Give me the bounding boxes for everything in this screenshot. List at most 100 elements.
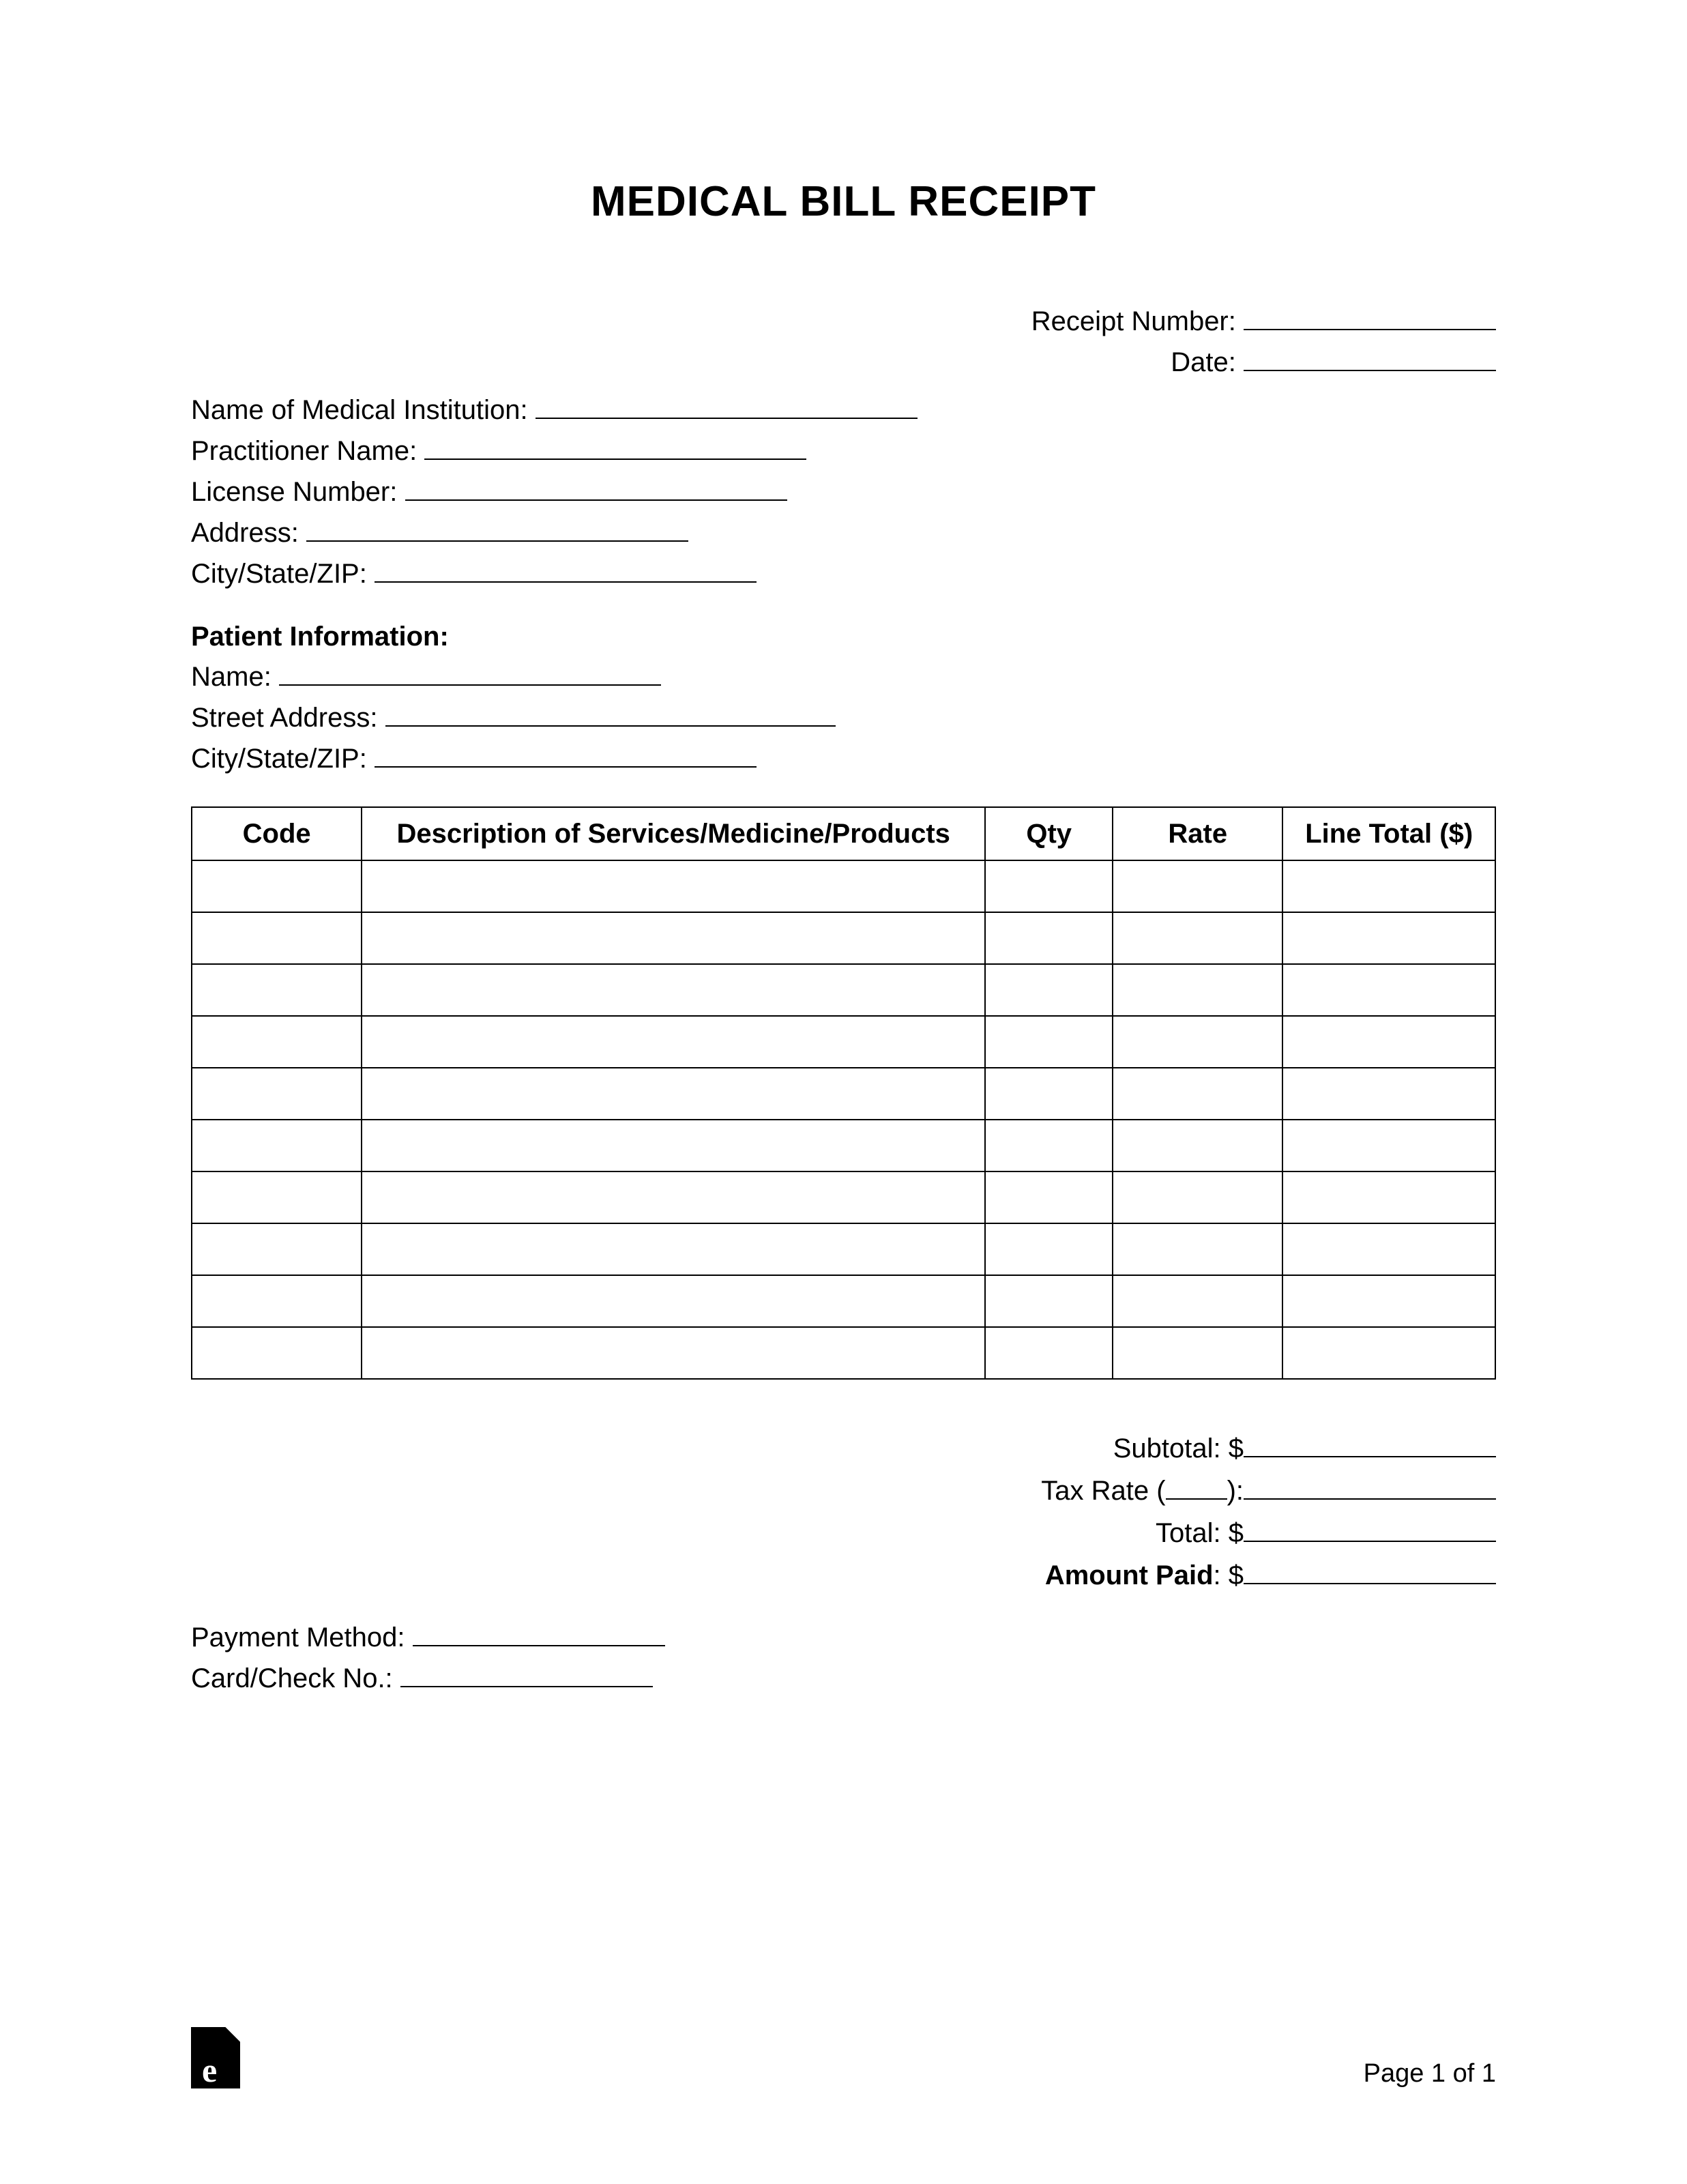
table-cell[interactable] xyxy=(362,1171,985,1223)
total-field[interactable] xyxy=(1244,1513,1496,1542)
table-header-row: Code Description of Services/Medicine/Pr… xyxy=(192,807,1495,860)
totals-block: Subtotal: $ Tax Rate (): Total: $ Amount… xyxy=(191,1427,1496,1597)
address-label: Address: xyxy=(191,518,299,548)
table-cell[interactable] xyxy=(985,912,1113,964)
table-cell[interactable] xyxy=(985,860,1113,912)
table-cell[interactable] xyxy=(1282,912,1495,964)
amount-paid-label: Amount Paid xyxy=(1045,1560,1214,1590)
patient-csz-field[interactable] xyxy=(375,739,757,768)
table-cell[interactable] xyxy=(1113,1016,1282,1068)
table-cell[interactable] xyxy=(192,912,362,964)
institution-name-row: Name of Medical Institution: xyxy=(191,390,1496,431)
table-cell[interactable] xyxy=(1282,1275,1495,1327)
payment-method-label: Payment Method: xyxy=(191,1622,405,1652)
tax-rate-row: Tax Rate (): xyxy=(191,1470,1496,1512)
amount-paid-field[interactable] xyxy=(1244,1556,1496,1584)
table-cell[interactable] xyxy=(362,1016,985,1068)
table-row xyxy=(192,1275,1495,1327)
col-linetotal-header: Line Total ($) xyxy=(1282,807,1495,860)
payment-block: Payment Method: Card/Check No.: xyxy=(191,1617,1496,1699)
city-state-zip-field[interactable] xyxy=(375,554,757,583)
table-cell[interactable] xyxy=(1282,964,1495,1016)
subtotal-field[interactable] xyxy=(1244,1429,1496,1457)
table-cell[interactable] xyxy=(1113,860,1282,912)
table-cell[interactable] xyxy=(1113,1223,1282,1275)
subtotal-label: Subtotal: $ xyxy=(1113,1433,1244,1464)
table-cell[interactable] xyxy=(362,1120,985,1171)
table-cell[interactable] xyxy=(1282,860,1495,912)
table-cell[interactable] xyxy=(1113,912,1282,964)
table-cell[interactable] xyxy=(985,1068,1113,1120)
patient-name-field[interactable] xyxy=(279,657,661,686)
table-cell[interactable] xyxy=(362,912,985,964)
table-cell[interactable] xyxy=(1282,1068,1495,1120)
table-cell[interactable] xyxy=(362,1223,985,1275)
table-cell[interactable] xyxy=(192,1275,362,1327)
license-field[interactable] xyxy=(405,472,787,501)
practitioner-field[interactable] xyxy=(424,431,806,460)
date-row: Date: xyxy=(191,342,1496,383)
table-cell[interactable] xyxy=(192,1171,362,1223)
table-cell[interactable] xyxy=(1113,1327,1282,1379)
table-row xyxy=(192,1171,1495,1223)
institution-name-field[interactable] xyxy=(536,390,918,419)
table-cell[interactable] xyxy=(1113,1120,1282,1171)
table-cell[interactable] xyxy=(985,1171,1113,1223)
total-row: Total: $ xyxy=(191,1512,1496,1554)
address-row: Address: xyxy=(191,512,1496,553)
table-cell[interactable] xyxy=(362,964,985,1016)
table-cell[interactable] xyxy=(985,1120,1113,1171)
tax-rate-label-1: Tax Rate ( xyxy=(1041,1476,1165,1506)
table-cell[interactable] xyxy=(192,1068,362,1120)
table-cell[interactable] xyxy=(362,1275,985,1327)
table-cell[interactable] xyxy=(985,1223,1113,1275)
tax-rate-pct-field[interactable] xyxy=(1166,1471,1227,1500)
patient-street-field[interactable] xyxy=(385,698,836,727)
page-footer: e Page 1 of 1 xyxy=(191,2027,1496,2088)
card-check-field[interactable] xyxy=(400,1659,653,1687)
table-cell[interactable] xyxy=(192,860,362,912)
table-cell[interactable] xyxy=(985,1275,1113,1327)
table-cell[interactable] xyxy=(1282,1171,1495,1223)
license-row: License Number: xyxy=(191,471,1496,512)
tax-amount-field[interactable] xyxy=(1244,1471,1496,1500)
table-cell[interactable] xyxy=(192,1016,362,1068)
table-row xyxy=(192,1327,1495,1379)
table-cell[interactable] xyxy=(1282,1120,1495,1171)
patient-name-row: Name: xyxy=(191,656,1496,697)
table-cell[interactable] xyxy=(362,1068,985,1120)
payment-method-field[interactable] xyxy=(413,1618,665,1646)
table-cell[interactable] xyxy=(362,1327,985,1379)
col-qty-header: Qty xyxy=(985,807,1113,860)
table-row xyxy=(192,964,1495,1016)
patient-csz-label: City/State/ZIP: xyxy=(191,744,367,774)
table-cell[interactable] xyxy=(1282,1016,1495,1068)
table-cell[interactable] xyxy=(985,1016,1113,1068)
table-cell[interactable] xyxy=(1113,1171,1282,1223)
patient-street-row: Street Address: xyxy=(191,697,1496,738)
table-cell[interactable] xyxy=(1113,1068,1282,1120)
card-check-row: Card/Check No.: xyxy=(191,1658,1496,1699)
logo-letter: e xyxy=(202,2053,217,2087)
table-cell[interactable] xyxy=(1282,1223,1495,1275)
table-cell[interactable] xyxy=(1113,1275,1282,1327)
col-description-header: Description of Services/Medicine/Product… xyxy=(362,807,985,860)
table-cell[interactable] xyxy=(985,964,1113,1016)
address-field[interactable] xyxy=(306,513,688,542)
table-cell[interactable] xyxy=(362,860,985,912)
table-row xyxy=(192,1016,1495,1068)
col-rate-header: Rate xyxy=(1113,807,1282,860)
table-cell[interactable] xyxy=(1113,964,1282,1016)
license-label: License Number: xyxy=(191,477,397,507)
receipt-number-label: Receipt Number: xyxy=(1031,306,1236,336)
receipt-number-field[interactable] xyxy=(1244,302,1496,330)
table-cell[interactable] xyxy=(1282,1327,1495,1379)
table-cell[interactable] xyxy=(192,1327,362,1379)
table-cell[interactable] xyxy=(192,964,362,1016)
tax-rate-label-2: ): xyxy=(1227,1476,1244,1506)
city-state-zip-row: City/State/ZIP: xyxy=(191,553,1496,594)
date-field[interactable] xyxy=(1244,343,1496,371)
table-cell[interactable] xyxy=(192,1223,362,1275)
table-cell[interactable] xyxy=(985,1327,1113,1379)
table-cell[interactable] xyxy=(192,1120,362,1171)
